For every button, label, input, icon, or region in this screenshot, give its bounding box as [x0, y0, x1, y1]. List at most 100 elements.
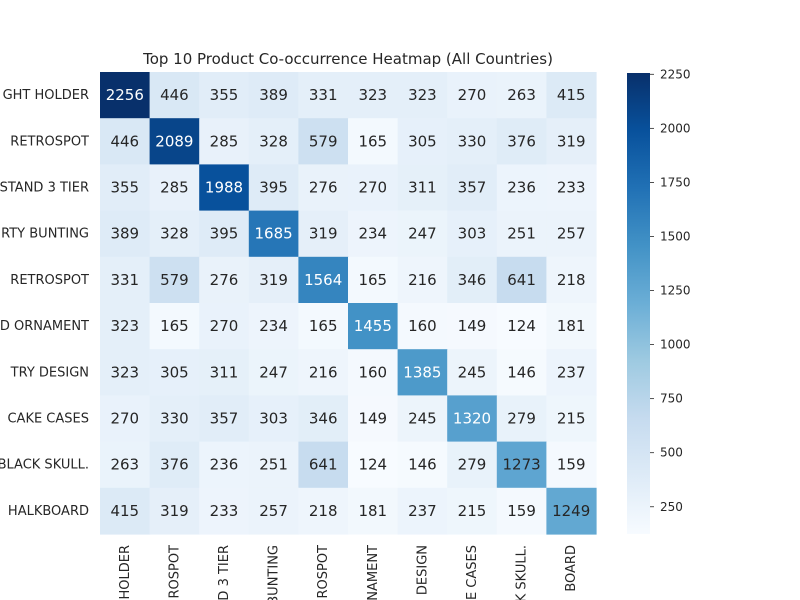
column-label: NAMENT	[366, 545, 381, 600]
heatmap-cell	[546, 303, 597, 350]
heatmap-cell	[348, 487, 399, 535]
heatmap-cell	[100, 164, 151, 212]
cell-value-label: 234	[259, 317, 288, 335]
heatmap-cell	[447, 303, 498, 350]
heatmap-cell	[199, 441, 250, 489]
heatmap-cell	[298, 441, 349, 489]
cell-value-label: 149	[358, 410, 387, 428]
heatmap-cell	[397, 164, 448, 212]
cell-value-label: 285	[210, 132, 239, 150]
cell-value-label: 415	[557, 86, 586, 104]
row-label: STAND 3 TIER	[0, 181, 89, 196]
heatmap-cell	[298, 395, 349, 443]
cell-value-label: 415	[110, 502, 139, 520]
heatmap-cell	[100, 210, 151, 258]
colorbar-tick-label: 750	[660, 392, 683, 406]
heatmap-cell	[149, 118, 200, 165]
cell-value-label: 346	[458, 271, 487, 289]
heatmap-cell	[100, 72, 151, 119]
cell-value-label: 331	[110, 271, 139, 289]
cell-value-label: 311	[210, 363, 239, 381]
heatmap-cell	[447, 487, 498, 535]
heatmap-cell	[348, 441, 399, 489]
cell-value-label: 323	[110, 363, 139, 381]
heatmap-cell	[546, 118, 597, 165]
heatmap-cell	[397, 487, 448, 535]
heatmap-cell	[397, 210, 448, 258]
heatmap-cell	[496, 441, 547, 489]
cell-value-label: 263	[507, 86, 536, 104]
column-label: BOARD	[564, 545, 579, 592]
heatmap-cell	[298, 349, 349, 396]
cell-value-label: 236	[210, 456, 239, 474]
colorbar-tick-label: 1250	[660, 284, 691, 298]
cell-value-label: 1685	[255, 225, 293, 243]
row-label: TRY DESIGN	[10, 365, 89, 380]
heatmap-cell	[348, 210, 399, 258]
heatmap-cell	[248, 72, 299, 119]
heatmap-cell	[447, 164, 498, 212]
heatmap-cell	[149, 164, 200, 212]
cell-value-label: 215	[557, 410, 586, 428]
heatmap-cell	[397, 256, 448, 304]
heatmap-cell	[348, 395, 399, 443]
cell-value-label: 270	[358, 179, 387, 197]
heatmap-cell	[496, 487, 547, 535]
cell-value-label: 319	[557, 132, 586, 150]
row-label: BLACK SKULL.	[0, 458, 89, 473]
heatmap-cell	[348, 349, 399, 396]
cell-value-label: 2089	[155, 132, 193, 150]
heatmap-cell	[149, 210, 200, 258]
heatmap-cell	[546, 164, 597, 212]
heatmap-cell	[496, 118, 547, 165]
heatmap-cell	[248, 303, 299, 350]
cell-value-label: 276	[210, 271, 239, 289]
cell-value-label: 218	[309, 502, 338, 520]
cell-value-label: 165	[160, 317, 189, 335]
cell-value-label: 395	[259, 179, 288, 197]
row-label: RETROSPOT	[10, 273, 89, 288]
row-label: RTY BUNTING	[1, 227, 89, 242]
cell-value-label: 160	[408, 317, 437, 335]
cell-value-label: 257	[259, 502, 288, 520]
colorbar-tick-label: 250	[660, 500, 683, 514]
heatmap-cell	[248, 118, 299, 165]
cell-value-label: 233	[557, 179, 586, 197]
cell-value-label: 395	[210, 225, 239, 243]
cell-value-label: 376	[160, 456, 189, 474]
heatmap-cell	[447, 395, 498, 443]
heatmap-cell	[298, 118, 349, 165]
heatmap-cell	[496, 303, 547, 350]
heatmap-cell	[149, 256, 200, 304]
colorbar-tick-label: 1000	[660, 338, 691, 352]
heatmap-cell	[546, 210, 597, 258]
cell-value-label: 641	[309, 456, 338, 474]
cell-value-label: 376	[507, 132, 536, 150]
heatmap-cell	[248, 487, 299, 535]
cell-value-label: 446	[110, 132, 139, 150]
heatmap-cell	[149, 395, 200, 443]
cell-value-label: 237	[557, 363, 586, 381]
row-label: GHT HOLDER	[3, 88, 89, 103]
cell-value-label: 233	[210, 502, 239, 520]
heatmap-cell	[149, 72, 200, 119]
cell-value-label: 216	[408, 271, 437, 289]
column-labels: HOLDER ROSPOT D 3 TIER BUNTING ROSPOT NAMENT D…	[118, 545, 579, 600]
heatmap-cell	[149, 303, 200, 350]
cell-value-label: 323	[408, 86, 437, 104]
cell-value-label: 1455	[354, 317, 392, 335]
cell-value-label: 319	[309, 225, 338, 243]
heatmap-cell	[100, 487, 151, 535]
cell-value-label: 285	[160, 179, 189, 197]
cell-value-label: 305	[408, 132, 437, 150]
cell-value-label: 270	[458, 86, 487, 104]
cell-value-label: 346	[309, 410, 338, 428]
cell-value-label: 159	[557, 456, 586, 474]
colorbar-tick-label: 500	[660, 446, 683, 460]
cell-value-label: 160	[358, 363, 387, 381]
heatmap-cell	[447, 441, 498, 489]
heatmap-cell	[298, 164, 349, 212]
cell-value-label: 330	[160, 410, 189, 428]
heatmap-cell	[248, 349, 299, 396]
